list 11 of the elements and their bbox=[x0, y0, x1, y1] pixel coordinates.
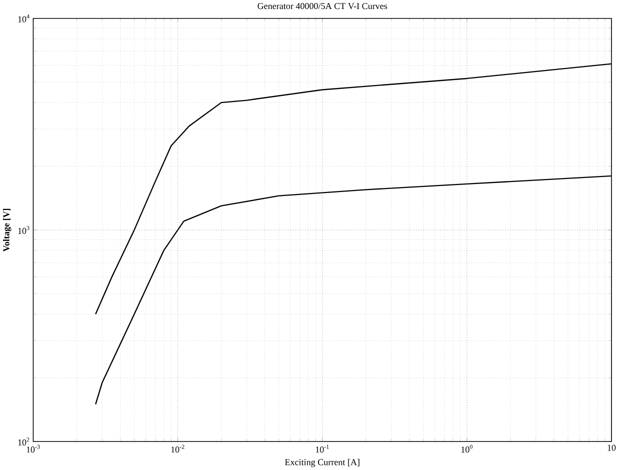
x-tick-label: 10$^{-1}$ bbox=[316, 444, 329, 453]
y-tick-label: 10$^{2}$ bbox=[18, 438, 30, 446]
x-tick-label: 10$^{-2}$ bbox=[171, 444, 184, 453]
y-tick-label: 10$^{4}$ bbox=[18, 14, 30, 22]
x-axis-title: Exciting Current [A] bbox=[285, 458, 360, 468]
y-axis-title: Voltage [V] bbox=[3, 208, 12, 252]
x-tick-label: 10$^{0}$ bbox=[461, 444, 472, 453]
chart-title: Generator 40000/5A CT V-I Curves bbox=[258, 2, 388, 10]
x-tick-label: 10$^{-3}$ bbox=[26, 444, 40, 453]
y-tick-label: 10$^{3}$ bbox=[18, 226, 30, 234]
x-tick-label: 10 bbox=[608, 444, 616, 451]
